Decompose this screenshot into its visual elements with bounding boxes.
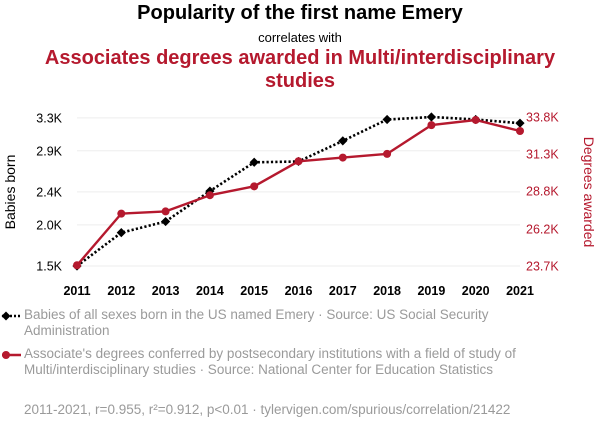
- y-left-tick-label: 2.4K: [36, 185, 62, 199]
- babies-data-point: [116, 228, 126, 238]
- chart-title-secondary-line1: Associates degrees awarded in Multi/inte…: [44, 47, 556, 69]
- y-right-tick-label: 31.3K: [526, 147, 559, 161]
- x-tick-label: 2012: [107, 284, 135, 298]
- degrees-data-point: [294, 157, 303, 166]
- babies-data-point: [426, 112, 436, 122]
- x-tick-label: 2017: [329, 284, 357, 298]
- y-left-tick-label: 2.0K: [36, 218, 62, 232]
- y-left-tick-label: 2.9K: [36, 144, 62, 158]
- babies-data-point: [161, 216, 171, 227]
- y-left-tick-label: 3.3K: [36, 111, 62, 125]
- chart-title-secondary: Associates degrees awarded in Multi/inte…: [0, 47, 600, 93]
- y-left-tick-label: 1.5K: [36, 260, 62, 274]
- babies-data-point: [338, 136, 348, 146]
- degrees-data-point: [427, 121, 436, 130]
- chart-title-secondary-line2: studies: [264, 70, 336, 92]
- y-left-axis-label: Babies born: [2, 155, 18, 230]
- chart-footer: 2011-2021, r=0.955, r²=0.912, p<0.01 · t…: [24, 402, 511, 417]
- legend-swatch: [2, 351, 21, 359]
- degrees-data-point: [117, 209, 126, 218]
- x-tick-label: 2016: [285, 284, 313, 298]
- x-tick-label: 2019: [417, 284, 445, 298]
- degrees-data-point: [471, 115, 480, 124]
- babies-data-point: [382, 114, 392, 125]
- x-tick-label: 2020: [462, 284, 490, 298]
- y-right-axis-label: Degrees awarded: [581, 137, 597, 248]
- degrees-data-point: [338, 153, 347, 162]
- x-tick-label: 2013: [152, 284, 180, 298]
- degrees-data-point: [516, 127, 524, 136]
- degrees-data-point: [73, 261, 81, 270]
- x-tick-label: 2018: [373, 284, 401, 298]
- chart-title: Popularity of the first name Emery: [137, 2, 463, 24]
- degrees-data-point: [161, 207, 170, 216]
- y-right-tick-label: 28.8K: [526, 184, 559, 198]
- degrees-series-line: [76, 118, 521, 267]
- y-right-tick-label: 26.2K: [526, 223, 559, 237]
- legend-label: Babies of all sexes born in the US named…: [24, 307, 489, 338]
- x-tick-label: 2011: [63, 284, 90, 298]
- degrees-data-point: [250, 182, 259, 191]
- degrees-data-point: [383, 149, 392, 158]
- x-tick-label: 2015: [240, 284, 268, 298]
- legend-swatch: [1, 311, 21, 321]
- babies-data-point: [515, 118, 525, 128]
- x-tick-label: 2014: [196, 284, 224, 298]
- degrees-data-point: [205, 191, 214, 200]
- y-right-tick-label: 23.7K: [526, 260, 559, 274]
- legend-label: Associate's degrees conferred by postsec…: [24, 346, 516, 377]
- chart-subtitle: correlates with: [258, 30, 342, 45]
- babies-data-point: [249, 157, 259, 167]
- x-tick-label: 2021: [506, 284, 534, 298]
- y-right-tick-label: 33.8K: [526, 111, 559, 125]
